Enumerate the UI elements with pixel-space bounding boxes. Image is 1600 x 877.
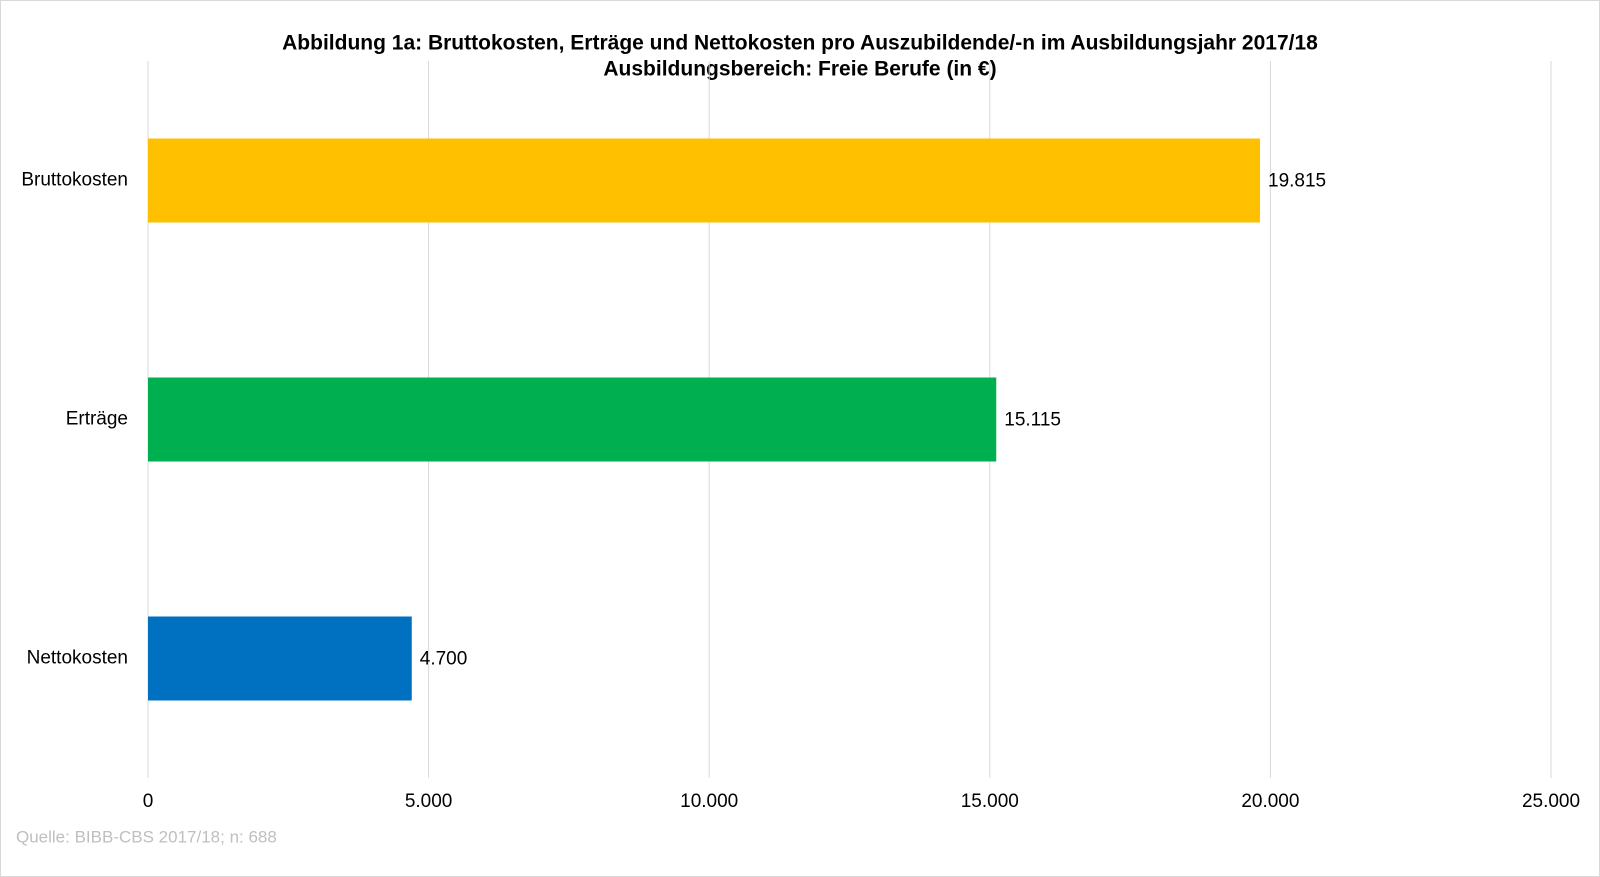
x-tick-label: 15.000	[961, 791, 1019, 812]
source-note: Quelle: BIBB-CBS 2017/18; n: 688	[16, 827, 277, 846]
x-tick-label: 0	[143, 791, 154, 812]
x-tick-label: 20.000	[1241, 791, 1299, 812]
chart-title: Abbildung 1a: Bruttokosten, Erträge und …	[282, 32, 1318, 55]
bar	[148, 138, 1261, 223]
y-tick-label: Erträge	[66, 409, 128, 430]
bar	[148, 616, 412, 701]
bar	[148, 377, 997, 462]
x-tick-label: 10.000	[680, 791, 738, 812]
data-label: 4.700	[420, 649, 468, 670]
chart-subtitle: Ausbildungsbereich: Freie Berufe (in €)	[603, 58, 996, 81]
y-tick-label: Bruttokosten	[21, 170, 128, 191]
data-label: 15.115	[1004, 410, 1061, 431]
x-tick-label: 5.000	[405, 791, 453, 812]
y-tick-label: Nettokosten	[27, 648, 128, 669]
data-label: 19.815	[1268, 171, 1326, 192]
x-tick-label: 25.000	[1522, 791, 1580, 812]
